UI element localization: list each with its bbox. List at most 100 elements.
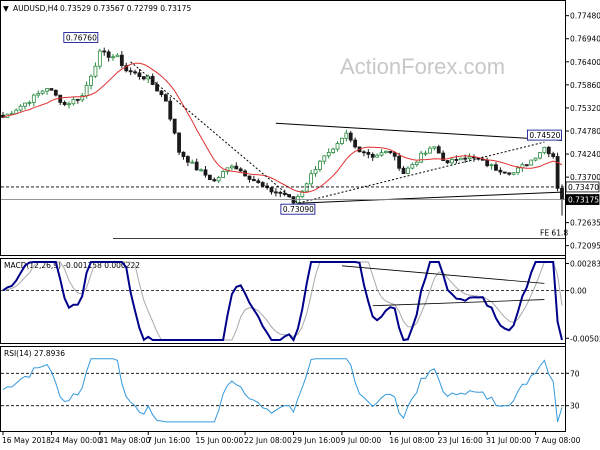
price-annotations: 0.73470 0.73175 FE 61.8 0.76760 0.73090 0.745…: [1, 32, 600, 240]
candle-body: [542, 146, 547, 154]
moving-average: [2, 62, 563, 193]
candle-body: [256, 180, 261, 183]
candle-body: [282, 192, 287, 195]
candle: [555, 152, 560, 192]
candle: [414, 161, 419, 167]
price-tag-box: [565, 194, 600, 205]
candle-body: [414, 161, 419, 166]
rsi-title: RSI(14) 27.8936: [4, 349, 65, 358]
candle-body: [309, 173, 314, 185]
candle-body: [234, 165, 239, 170]
y-tick-label: 0.75860: [570, 81, 600, 90]
candle-body: [392, 152, 397, 157]
candle: [326, 148, 331, 159]
candle-body: [18, 105, 23, 111]
candle-body: [62, 102, 67, 105]
candle: [344, 129, 349, 142]
y-tick-label: 0.74240: [570, 150, 600, 159]
candle-body: [260, 182, 265, 187]
candle-body: [278, 191, 283, 194]
candle: [111, 54, 115, 61]
candle: [40, 89, 45, 95]
x-tick-label: 15 Jun 00:00: [196, 436, 244, 445]
candle: [168, 97, 173, 122]
candle-body: [89, 75, 93, 86]
macd-line: [2, 261, 563, 343]
candle: [75, 98, 80, 104]
candle-body: [141, 76, 146, 80]
annotation-label: 0.74520: [529, 131, 560, 140]
candle-body: [507, 172, 512, 175]
x-tick-label: 23 Jul 16:00: [438, 436, 483, 445]
candle-body: [36, 92, 41, 96]
candle-body: [419, 152, 424, 163]
candle-body: [53, 89, 58, 96]
candle: [31, 93, 36, 107]
candle: [384, 150, 388, 154]
candle: [524, 164, 529, 167]
candle: [388, 150, 393, 155]
candle: [529, 159, 534, 166]
macd-tick-label: 0.00: [570, 287, 587, 296]
candle: [472, 154, 476, 162]
candle: [401, 165, 406, 174]
candle-body: [423, 152, 428, 155]
candle-body: [155, 84, 159, 92]
candle: [194, 158, 199, 171]
candle-body: [335, 143, 340, 150]
candle-body: [84, 84, 89, 97]
candle-body: [247, 175, 252, 180]
candle-body: [168, 100, 173, 120]
dotted-projection: [130, 61, 545, 204]
candle-body: [441, 152, 446, 161]
candle: [67, 101, 71, 109]
macd-trendline-lower: [372, 299, 545, 307]
candle: [102, 47, 107, 56]
candle-body: [516, 167, 520, 174]
candle-body: [133, 71, 137, 74]
candle-body: [119, 54, 124, 66]
y-tick-label: 0.77480: [570, 12, 600, 21]
candle: [260, 181, 265, 187]
candle-body: [366, 151, 371, 155]
candle-body: [128, 70, 133, 73]
candle: [251, 175, 256, 182]
candle-body: [489, 164, 494, 167]
y-tick-label: 0.76400: [570, 58, 600, 67]
candle: [9, 110, 14, 115]
candle: [309, 169, 314, 187]
candle-body: [221, 171, 225, 179]
x-tick-label: 7 Jun 16:00: [147, 436, 190, 445]
candle-body: [494, 164, 498, 171]
candle: [340, 137, 344, 146]
candle-body: [304, 183, 309, 192]
candle: [265, 182, 269, 190]
candle-body: [397, 155, 402, 169]
candle-body: [546, 146, 551, 155]
candle: [256, 178, 261, 184]
candle: [370, 152, 375, 161]
candle-body: [163, 94, 168, 102]
candle: [27, 100, 32, 107]
collapse-icon[interactable]: ▼: [3, 4, 9, 13]
candle-body: [80, 95, 85, 101]
candle-body: [97, 50, 102, 67]
candle: [199, 168, 203, 172]
annotation-box: [526, 129, 562, 141]
candle-body: [445, 160, 450, 164]
candle: [353, 137, 358, 149]
candle: [542, 146, 547, 155]
candle-body: [401, 167, 406, 174]
y-tick-label: 0.72095: [570, 242, 600, 251]
candle: [71, 97, 76, 106]
candle: [485, 157, 490, 168]
x-tick-label: 31 May 08:00: [99, 436, 151, 445]
candle: [93, 62, 98, 79]
candle-body: [216, 177, 221, 182]
x-tick-label: 9 Jul 00:00: [341, 436, 381, 445]
candle-body: [287, 194, 292, 198]
rsi-tick-label: 30: [570, 402, 580, 411]
candle: [234, 162, 239, 170]
candle-body: [23, 102, 27, 107]
candle-body: [384, 150, 388, 154]
